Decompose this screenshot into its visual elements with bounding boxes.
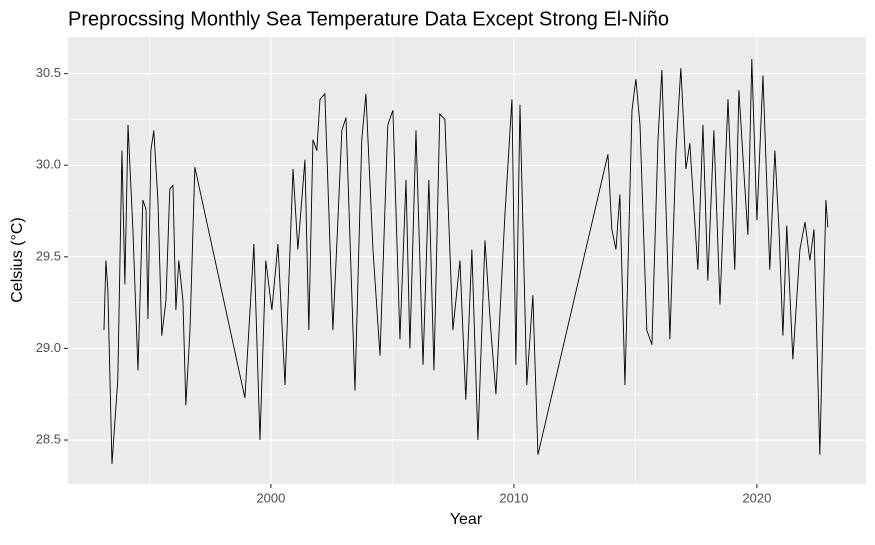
- y-tick-label: 30.0: [36, 157, 61, 172]
- x-axis-label: Year: [450, 511, 483, 528]
- y-tick-label: 29.5: [36, 248, 61, 263]
- x-tick-label: 2010: [499, 490, 528, 505]
- data-line: [103, 58, 829, 464]
- x-tick-label: 2000: [256, 490, 285, 505]
- y-tick-label: 30.5: [36, 65, 61, 80]
- y-tick-label: 28.5: [36, 431, 61, 446]
- x-tick-label: 2020: [742, 490, 771, 505]
- y-tick-label: 29.0: [36, 340, 61, 355]
- y-axis-label: Celsius (°C): [9, 217, 26, 303]
- plot-panel: [68, 37, 866, 484]
- chart-title: Preprocssing Monthly Sea Temperature Dat…: [68, 8, 669, 30]
